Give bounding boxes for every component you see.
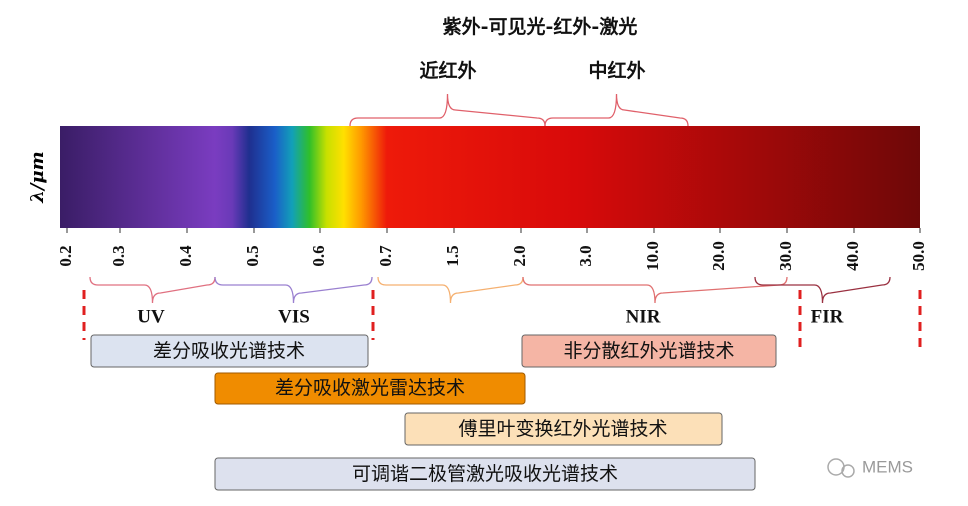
technique-box bbox=[521, 334, 777, 368]
spectrum-bar bbox=[60, 126, 920, 228]
technique-box bbox=[214, 372, 526, 405]
technique: 差分吸收激光雷达技术 bbox=[214, 372, 526, 405]
band-label: FIR bbox=[811, 306, 844, 327]
technique: 差分吸收光谱技术 bbox=[90, 334, 369, 368]
technique: 非分散红外光谱技术 bbox=[521, 334, 777, 368]
band-label: NIR bbox=[626, 306, 661, 327]
brace bbox=[377, 276, 524, 304]
technique: 傅里叶变换红外光谱技术 bbox=[404, 412, 723, 446]
dividers bbox=[82, 290, 922, 348]
brace bbox=[544, 93, 689, 127]
brace bbox=[522, 276, 788, 304]
tick-label: 20.0 bbox=[709, 241, 728, 271]
tick-label: 0.2 bbox=[56, 245, 75, 266]
brace bbox=[214, 276, 373, 304]
tick-label: 10.0 bbox=[643, 241, 662, 271]
tick-label: 0.4 bbox=[176, 245, 195, 267]
watermark-text: MEMS bbox=[862, 457, 913, 476]
braces bbox=[89, 93, 891, 304]
brace-label: 中红外 bbox=[588, 59, 645, 82]
technique-label: 傅里叶变换红外光谱技术 bbox=[458, 418, 667, 440]
watermark: MEMS bbox=[827, 457, 913, 478]
title: 紫外-可见光-红外-激光 bbox=[443, 15, 638, 38]
tick-label: 0.7 bbox=[376, 245, 395, 267]
technique-box bbox=[90, 334, 369, 368]
technique-label: 差分吸收激光雷达技术 bbox=[275, 377, 465, 399]
technique-box bbox=[214, 457, 756, 491]
technique: 可调谐二极管激光吸收光谱技术 bbox=[214, 457, 756, 491]
tick-label: 50.0 bbox=[909, 241, 928, 271]
band-label: UV bbox=[137, 306, 165, 327]
tick-label: 0.5 bbox=[243, 245, 262, 266]
brace-label: 近红外 bbox=[419, 59, 476, 82]
tick-label: 3.0 bbox=[576, 245, 595, 266]
tick-label: 0.3 bbox=[109, 245, 128, 266]
ticks: 0.2 0.3 0.4 0.5 0.6 0.7 1.5 2.0 3.0 10.0 20.0 30.0 4… bbox=[56, 228, 928, 271]
tick-label: 0.6 bbox=[309, 245, 328, 266]
band-label: VIS bbox=[278, 306, 310, 327]
tick-label: 1.5 bbox=[443, 245, 462, 266]
tick-label: 30.0 bbox=[776, 241, 795, 271]
brace bbox=[89, 276, 216, 304]
watermark-icon bbox=[841, 464, 855, 478]
brace bbox=[349, 93, 546, 127]
brace bbox=[754, 276, 891, 304]
axis-label: λ/μm bbox=[27, 151, 48, 203]
technique-label: 可调谐二极管激光吸收光谱技术 bbox=[352, 463, 618, 485]
technique-label: 差分吸收光谱技术 bbox=[153, 340, 305, 362]
tick-label: 2.0 bbox=[510, 245, 529, 266]
tick-label: 40.0 bbox=[843, 241, 862, 271]
technique-label: 非分散红外光谱技术 bbox=[563, 340, 734, 362]
technique-box bbox=[404, 412, 723, 446]
